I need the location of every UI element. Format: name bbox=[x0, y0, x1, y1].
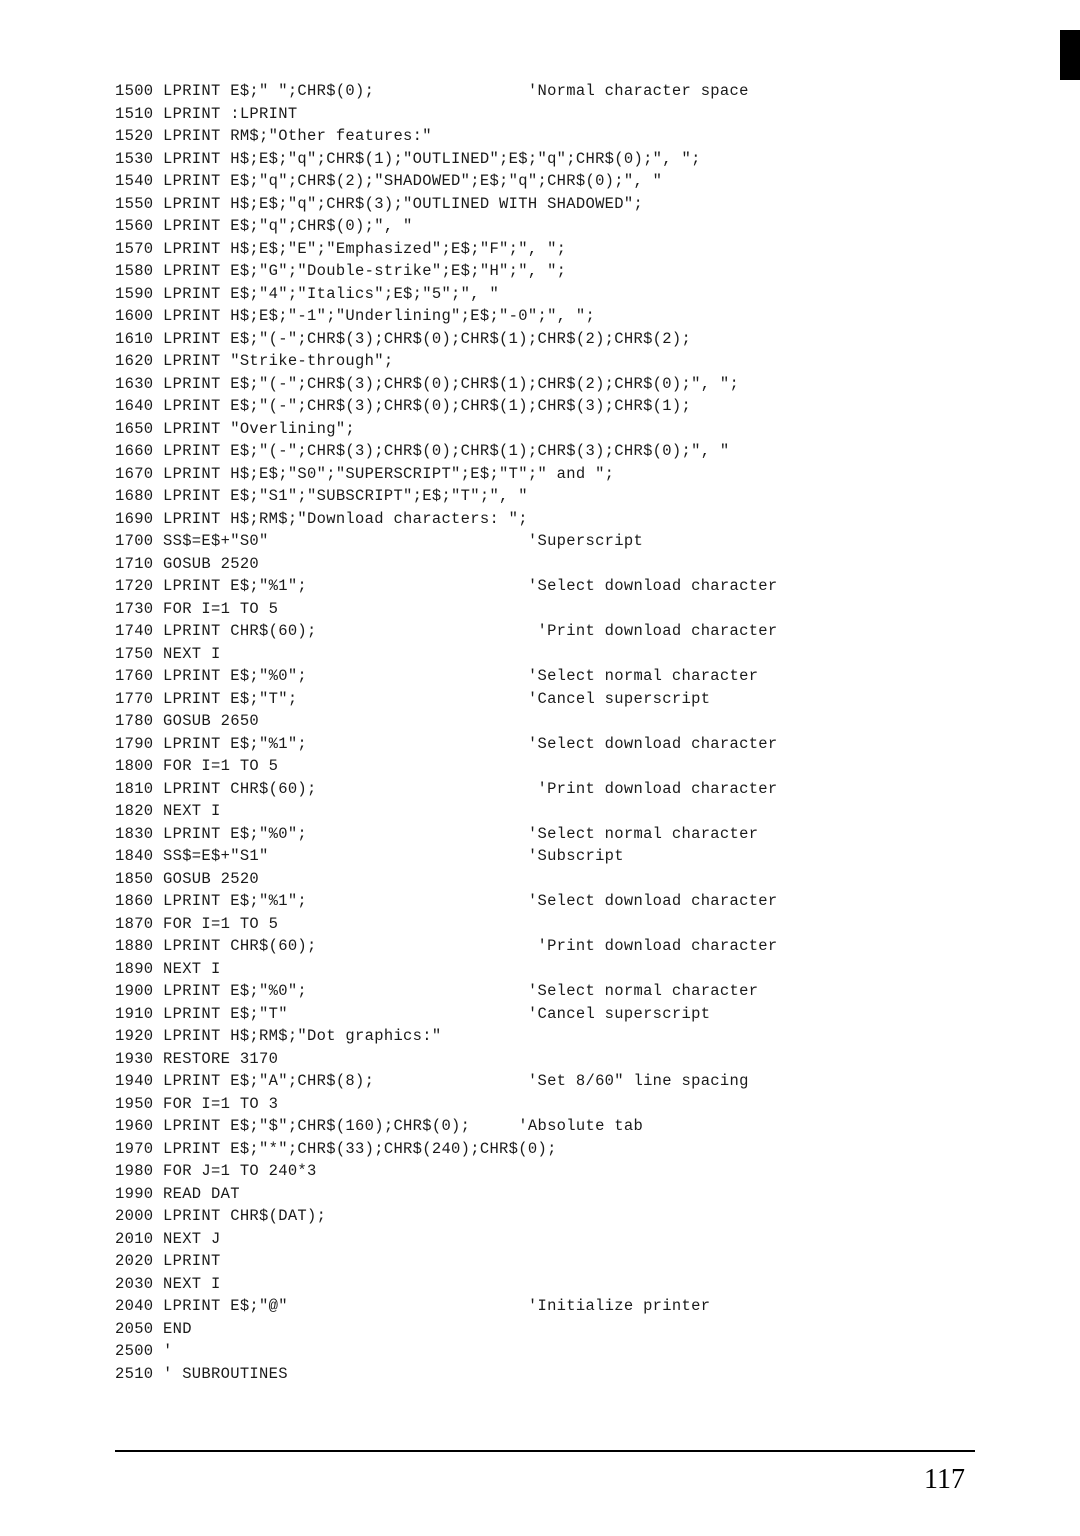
code-line: 2030 NEXT I bbox=[115, 1273, 975, 1296]
page-number: 117 bbox=[924, 1464, 965, 1495]
code-line: 1850 GOSUB 2520 bbox=[115, 868, 975, 891]
code-line: 1880 LPRINT CHR$(60); 'Print download ch… bbox=[115, 935, 975, 958]
code-line: 1690 LPRINT H$;RM$;"Download characters:… bbox=[115, 508, 975, 531]
code-line: 1920 LPRINT H$;RM$;"Dot graphics:" bbox=[115, 1025, 975, 1048]
code-line: 2000 LPRINT CHR$(DAT); bbox=[115, 1205, 975, 1228]
code-line: 1820 NEXT I bbox=[115, 800, 975, 823]
code-line: 1740 LPRINT CHR$(60); 'Print download ch… bbox=[115, 620, 975, 643]
code-line: 1730 FOR I=1 TO 5 bbox=[115, 598, 975, 621]
code-line: 1510 LPRINT :LPRINT bbox=[115, 103, 975, 126]
code-line: 1720 LPRINT E$;"%1"; 'Select download ch… bbox=[115, 575, 975, 598]
code-line: 2010 NEXT J bbox=[115, 1228, 975, 1251]
code-line: 1540 LPRINT E$;"q";CHR$(2);"SHADOWED";E$… bbox=[115, 170, 975, 193]
code-line: 1860 LPRINT E$;"%1"; 'Select download ch… bbox=[115, 890, 975, 913]
code-line: 1680 LPRINT E$;"S1";"SUBSCRIPT";E$;"T";"… bbox=[115, 485, 975, 508]
code-line: 2040 LPRINT E$;"@" 'Initialize printer bbox=[115, 1295, 975, 1318]
basic-code-listing: 1500 LPRINT E$;" ";CHR$(0); 'Normal char… bbox=[115, 80, 975, 1385]
code-line: 1560 LPRINT E$;"q";CHR$(0);", " bbox=[115, 215, 975, 238]
code-line: 1700 SS$=E$+"S0" 'Superscript bbox=[115, 530, 975, 553]
code-line: 1600 LPRINT H$;E$;"-1";"Underlining";E$;… bbox=[115, 305, 975, 328]
code-line: 1800 FOR I=1 TO 5 bbox=[115, 755, 975, 778]
code-line: 1750 NEXT I bbox=[115, 643, 975, 666]
code-line: 1840 SS$=E$+"S1" 'Subscript bbox=[115, 845, 975, 868]
code-line: 1970 LPRINT E$;"*";CHR$(33);CHR$(240);CH… bbox=[115, 1138, 975, 1161]
code-line: 1550 LPRINT H$;E$;"q";CHR$(3);"OUTLINED … bbox=[115, 193, 975, 216]
code-line: 1570 LPRINT H$;E$;"E";"Emphasized";E$;"F… bbox=[115, 238, 975, 261]
code-line: 1660 LPRINT E$;"(-";CHR$(3);CHR$(0);CHR$… bbox=[115, 440, 975, 463]
code-line: 1670 LPRINT H$;E$;"S0";"SUPERSCRIPT";E$;… bbox=[115, 463, 975, 486]
code-line: 1780 GOSUB 2650 bbox=[115, 710, 975, 733]
code-line: 1630 LPRINT E$;"(-";CHR$(3);CHR$(0);CHR$… bbox=[115, 373, 975, 396]
code-line: 1520 LPRINT RM$;"Other features:" bbox=[115, 125, 975, 148]
code-line: 1990 READ DAT bbox=[115, 1183, 975, 1206]
code-line: 1770 LPRINT E$;"T"; 'Cancel superscript bbox=[115, 688, 975, 711]
code-line: 1760 LPRINT E$;"%0"; 'Select normal char… bbox=[115, 665, 975, 688]
code-line: 1890 NEXT I bbox=[115, 958, 975, 981]
code-line: 1790 LPRINT E$;"%1"; 'Select download ch… bbox=[115, 733, 975, 756]
code-line: 1830 LPRINT E$;"%0"; 'Select normal char… bbox=[115, 823, 975, 846]
code-line: 1710 GOSUB 2520 bbox=[115, 553, 975, 576]
code-line: 1910 LPRINT E$;"T" 'Cancel superscript bbox=[115, 1003, 975, 1026]
page-content: 1500 LPRINT E$;" ";CHR$(0); 'Normal char… bbox=[0, 0, 1080, 1536]
code-line: 1940 LPRINT E$;"A";CHR$(8); 'Set 8/60" l… bbox=[115, 1070, 975, 1093]
code-line: 1900 LPRINT E$;"%0"; 'Select normal char… bbox=[115, 980, 975, 1003]
code-line: 1590 LPRINT E$;"4";"Italics";E$;"5";", " bbox=[115, 283, 975, 306]
code-line: 2500 ' bbox=[115, 1340, 975, 1363]
page-footer: 117 bbox=[115, 1450, 975, 1496]
code-line: 1950 FOR I=1 TO 3 bbox=[115, 1093, 975, 1116]
code-line: 1640 LPRINT E$;"(-";CHR$(3);CHR$(0);CHR$… bbox=[115, 395, 975, 418]
code-line: 2050 END bbox=[115, 1318, 975, 1341]
code-line: 1980 FOR J=1 TO 240*3 bbox=[115, 1160, 975, 1183]
code-line: 1530 LPRINT H$;E$;"q";CHR$(1);"OUTLINED"… bbox=[115, 148, 975, 171]
code-line: 2510 ' SUBROUTINES bbox=[115, 1363, 975, 1386]
code-line: 1930 RESTORE 3170 bbox=[115, 1048, 975, 1071]
code-line: 1500 LPRINT E$;" ";CHR$(0); 'Normal char… bbox=[115, 80, 975, 103]
code-line: 1580 LPRINT E$;"G";"Double-strike";E$;"H… bbox=[115, 260, 975, 283]
code-line: 1810 LPRINT CHR$(60); 'Print download ch… bbox=[115, 778, 975, 801]
code-line: 1610 LPRINT E$;"(-";CHR$(3);CHR$(0);CHR$… bbox=[115, 328, 975, 351]
code-line: 1620 LPRINT "Strike-through"; bbox=[115, 350, 975, 373]
code-line: 1650 LPRINT "Overlining"; bbox=[115, 418, 975, 441]
page-edge-marker bbox=[1060, 30, 1080, 80]
code-line: 1960 LPRINT E$;"$";CHR$(160);CHR$(0); 'A… bbox=[115, 1115, 975, 1138]
code-line: 2020 LPRINT bbox=[115, 1250, 975, 1273]
code-line: 1870 FOR I=1 TO 5 bbox=[115, 913, 975, 936]
